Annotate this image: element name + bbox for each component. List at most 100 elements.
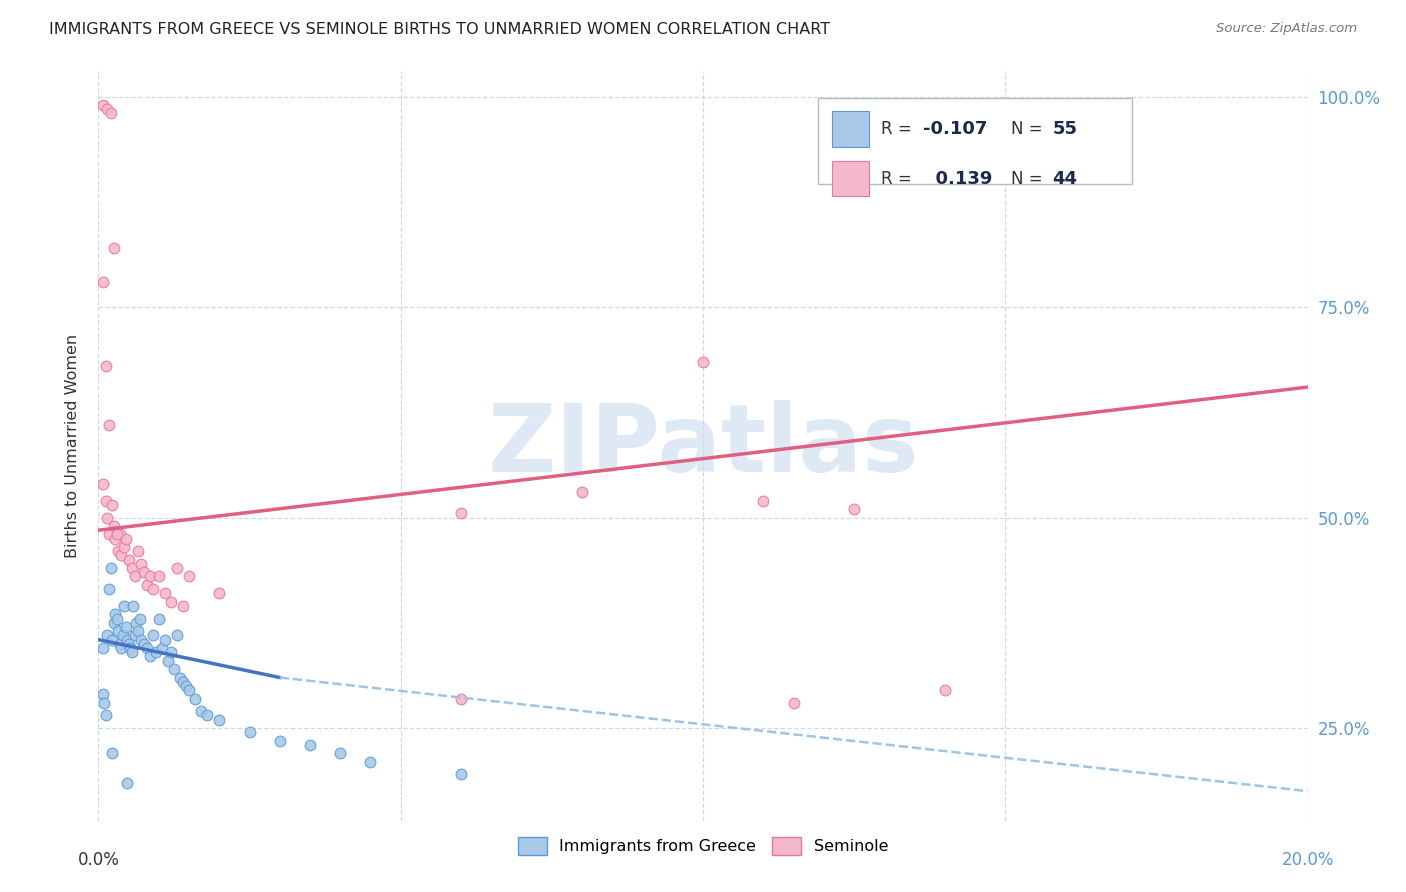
Point	[329, 746, 352, 760]
Point	[127, 544, 149, 558]
Point	[450, 691, 472, 706]
Point	[174, 679, 197, 693]
Point	[153, 586, 176, 600]
Text: 55: 55	[1053, 120, 1077, 138]
Point	[129, 632, 152, 647]
Point	[184, 691, 207, 706]
Point	[208, 586, 231, 600]
Point	[160, 595, 183, 609]
Point	[121, 645, 143, 659]
Point	[124, 569, 146, 583]
Point	[142, 582, 165, 596]
Text: 0.139: 0.139	[924, 169, 993, 187]
Point	[128, 611, 150, 625]
Point	[103, 519, 125, 533]
Point	[160, 645, 183, 659]
Point	[96, 510, 118, 524]
Point	[169, 671, 191, 685]
Text: N =: N =	[1011, 120, 1049, 138]
Point	[118, 552, 141, 566]
Point	[692, 355, 714, 369]
Point	[166, 561, 188, 575]
Point	[96, 628, 118, 642]
Y-axis label: Births to Unmarried Women: Births to Unmarried Women	[65, 334, 80, 558]
Point	[121, 561, 143, 575]
Point	[96, 102, 118, 116]
Point	[112, 599, 135, 613]
FancyBboxPatch shape	[832, 161, 869, 196]
Text: 0.0%: 0.0%	[77, 851, 120, 869]
Point	[179, 683, 201, 698]
Point	[91, 687, 114, 701]
Point	[105, 611, 128, 625]
Text: 20.0%: 20.0%	[1281, 851, 1334, 869]
Point	[135, 641, 157, 656]
Text: Source: ZipAtlas.com: Source: ZipAtlas.com	[1216, 22, 1357, 36]
Point	[117, 632, 139, 647]
Point	[100, 498, 122, 512]
Point	[148, 611, 170, 625]
Point	[103, 615, 125, 630]
Point	[104, 607, 127, 622]
Point	[125, 615, 148, 630]
Point	[190, 704, 212, 718]
Point	[112, 540, 135, 554]
Text: R =: R =	[880, 120, 917, 138]
Point	[108, 527, 131, 541]
Point	[166, 628, 188, 642]
Point	[208, 713, 231, 727]
Point	[94, 493, 117, 508]
Text: N =: N =	[1011, 169, 1049, 187]
Point	[100, 106, 122, 120]
Point	[122, 599, 145, 613]
Point	[98, 527, 121, 541]
Text: 44: 44	[1053, 169, 1077, 187]
Point	[156, 654, 179, 668]
Point	[100, 632, 122, 647]
Point	[934, 683, 956, 698]
Point	[139, 569, 162, 583]
Point	[91, 275, 114, 289]
Point	[142, 628, 165, 642]
Point	[103, 241, 125, 255]
Point	[108, 637, 131, 651]
Point	[127, 624, 149, 639]
Point	[91, 98, 114, 112]
Point	[91, 476, 114, 491]
Point	[118, 637, 141, 651]
Point	[98, 417, 121, 432]
Point	[107, 544, 129, 558]
FancyBboxPatch shape	[818, 97, 1132, 184]
Point	[98, 582, 121, 596]
Point	[269, 733, 291, 747]
Point	[104, 532, 127, 546]
Point	[110, 641, 132, 656]
Point	[94, 708, 117, 723]
Point	[124, 628, 146, 642]
Point	[91, 641, 114, 656]
Point	[148, 569, 170, 583]
Text: -0.107: -0.107	[924, 120, 987, 138]
Point	[783, 696, 806, 710]
Point	[114, 620, 136, 634]
Point	[752, 493, 775, 508]
Point	[110, 549, 132, 563]
Point	[94, 359, 117, 373]
Text: IMMIGRANTS FROM GREECE VS SEMINOLE BIRTHS TO UNMARRIED WOMEN CORRELATION CHART: IMMIGRANTS FROM GREECE VS SEMINOLE BIRTH…	[49, 22, 831, 37]
Point	[195, 708, 218, 723]
Point	[111, 628, 134, 642]
Point	[117, 776, 139, 790]
Point	[179, 569, 201, 583]
Point	[299, 738, 322, 752]
Text: ZIPatlas: ZIPatlas	[488, 400, 918, 492]
Point	[105, 527, 128, 541]
Point	[100, 746, 122, 760]
Point	[571, 485, 593, 500]
FancyBboxPatch shape	[832, 112, 869, 147]
Point	[107, 624, 129, 639]
Point	[93, 696, 115, 710]
Point	[172, 599, 194, 613]
Point	[100, 561, 122, 575]
Point	[132, 566, 155, 580]
Point	[132, 637, 155, 651]
